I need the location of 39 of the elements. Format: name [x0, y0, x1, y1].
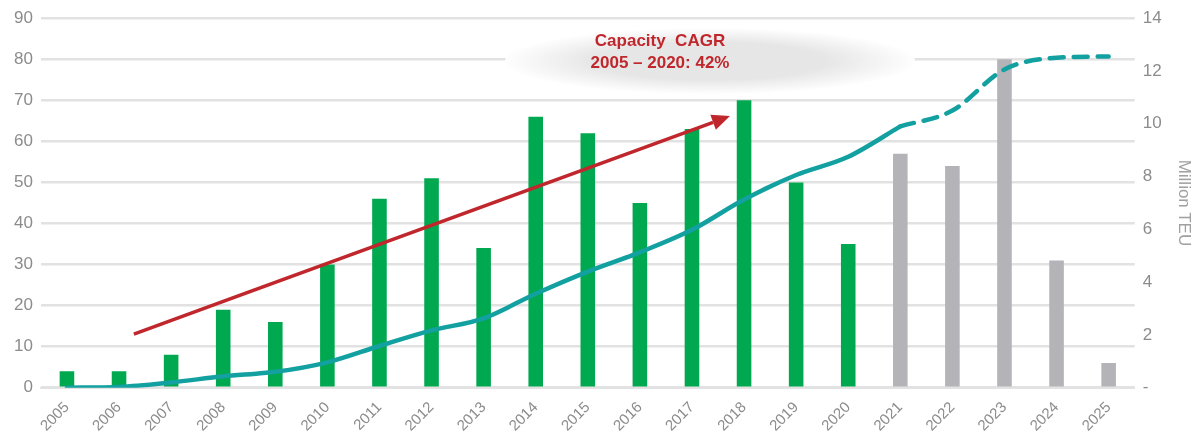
y-tick-label: 80 [13, 48, 33, 68]
y2-tick-label: 4 [1142, 271, 1153, 291]
y2-tick-label: 2 [1142, 324, 1153, 344]
y2-tick-label: 10 [1142, 113, 1162, 133]
y2-tick-label: 12 [1142, 60, 1162, 80]
annotation: Capacity CAGR 2005 – 2020: 42% [589, 30, 731, 74]
bar [840, 243, 856, 387]
bar [632, 202, 648, 387]
y-tick-label: 40 [13, 213, 33, 233]
y-tick-label: 10 [13, 336, 33, 356]
y-tick-label: 90 [13, 7, 33, 27]
bar [893, 153, 908, 387]
y-tick-label: 50 [13, 172, 33, 192]
y-tick-label: 70 [13, 89, 33, 109]
bar [788, 182, 804, 387]
bar [997, 59, 1012, 387]
bar [476, 248, 491, 387]
bar [320, 264, 335, 387]
y2-tick-label: 6 [1142, 219, 1153, 239]
y-tick-label: 0 [23, 377, 33, 397]
bar [736, 100, 752, 387]
bar [59, 371, 75, 387]
bar [215, 309, 231, 387]
bar [945, 165, 960, 387]
bar [684, 129, 700, 387]
y-tick-label: 20 [13, 295, 33, 315]
y2-axis-title: Million TEU [1175, 159, 1194, 247]
bar [424, 178, 439, 387]
bar [528, 116, 544, 387]
bar [268, 321, 283, 387]
bar [1049, 260, 1064, 387]
bar [372, 198, 387, 387]
y2-tick-label: 14 [1142, 7, 1162, 27]
y2-tick-label: - [1142, 377, 1149, 397]
y-tick-label: 30 [13, 254, 33, 274]
bar [1101, 363, 1116, 387]
y2-tick-label: 8 [1142, 166, 1153, 186]
bar [580, 133, 596, 387]
y-tick-label: 60 [13, 131, 33, 151]
